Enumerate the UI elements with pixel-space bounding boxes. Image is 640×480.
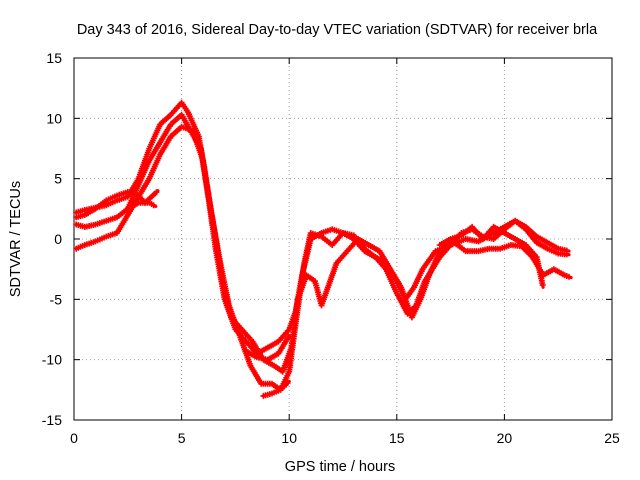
y-tick-label: -10 <box>42 352 62 368</box>
y-tick-label: 10 <box>46 110 62 126</box>
x-tick-label: 5 <box>178 430 186 446</box>
x-tick-label: 25 <box>604 430 620 446</box>
axis-ticks: 0 5 10 15 20 25 -15 -10 -5 0 5 10 15 <box>42 50 620 446</box>
series-s3 <box>73 123 573 375</box>
series-s7 <box>260 379 291 399</box>
y-tick-label: -5 <box>50 291 63 307</box>
data-point-marker <box>539 282 546 289</box>
y-tick-label: 5 <box>54 171 62 187</box>
data-point-marker <box>563 247 570 254</box>
y-tick-label: 15 <box>46 50 62 66</box>
data-point-marker <box>285 334 292 341</box>
series-s4 <box>73 188 160 221</box>
data-point-marker <box>150 202 157 209</box>
x-axis-label: GPS time / hours <box>285 459 395 475</box>
series-s5 <box>124 199 158 212</box>
y-axis-label: SDTVAR / TECUs <box>8 181 24 297</box>
y-tick-label: -15 <box>42 412 62 428</box>
grid <box>74 58 612 420</box>
x-tick-label: 20 <box>497 430 513 446</box>
chart-title: Day 343 of 2016, Sidereal Day-to-day VTE… <box>77 22 598 38</box>
series-s6 <box>243 333 292 363</box>
x-tick-label: 10 <box>281 430 297 446</box>
data-point-marker <box>153 189 160 196</box>
series-group <box>73 99 573 399</box>
data-point-marker <box>284 380 291 387</box>
x-tick-label: 15 <box>389 430 405 446</box>
series-s8 <box>436 223 546 289</box>
data-point-marker <box>566 273 572 280</box>
x-tick-label: 0 <box>70 430 78 446</box>
y-tick-label: 0 <box>54 231 62 247</box>
